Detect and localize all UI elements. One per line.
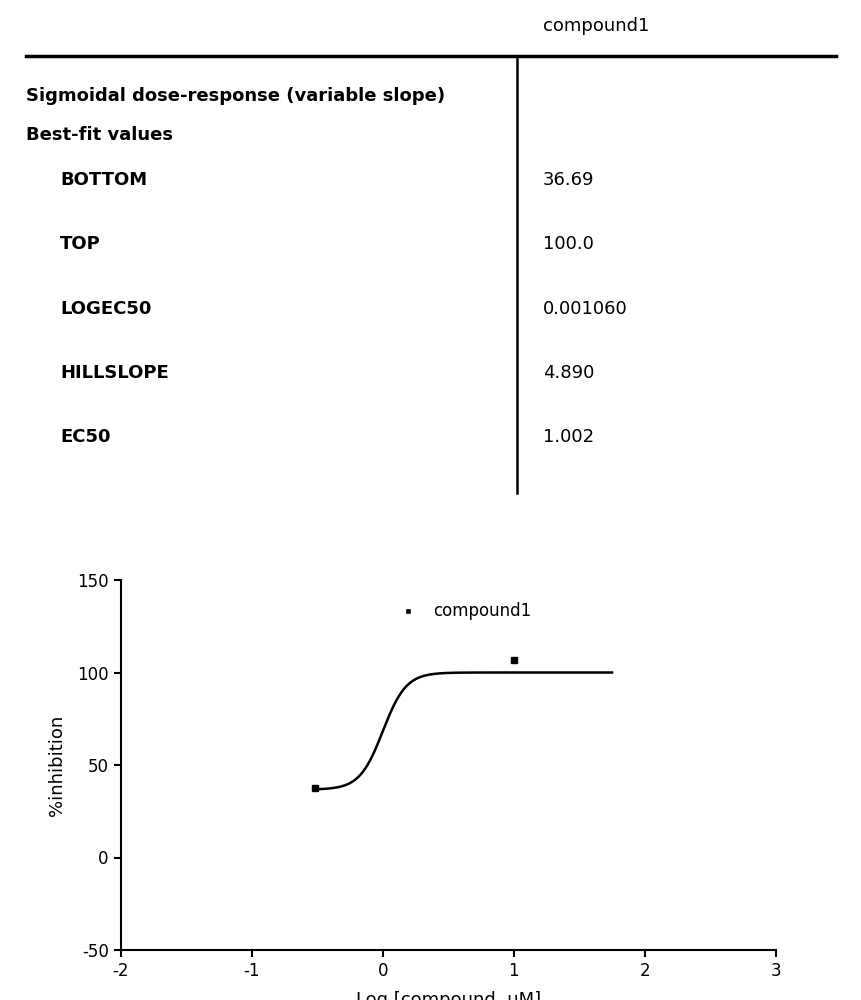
Text: 4.890: 4.890 [542,364,594,382]
Text: BOTTOM: BOTTOM [60,171,147,189]
Text: 36.69: 36.69 [542,171,594,189]
X-axis label: Log [compound, uM]: Log [compound, uM] [356,991,540,1000]
Text: 0.001060: 0.001060 [542,300,627,318]
Text: LOGEC50: LOGEC50 [60,300,152,318]
Y-axis label: %inhibition: %inhibition [48,714,66,816]
Text: Best-fit values: Best-fit values [26,126,173,144]
Text: EC50: EC50 [60,428,111,446]
Text: compound1: compound1 [542,17,648,35]
Text: 1.002: 1.002 [542,428,593,446]
Text: HILLSLOPE: HILLSLOPE [60,364,169,382]
Legend: compound1: compound1 [384,596,537,627]
Text: Sigmoidal dose-response (variable slope): Sigmoidal dose-response (variable slope) [26,87,444,105]
Text: 100.0: 100.0 [542,235,593,253]
Text: TOP: TOP [60,235,101,253]
